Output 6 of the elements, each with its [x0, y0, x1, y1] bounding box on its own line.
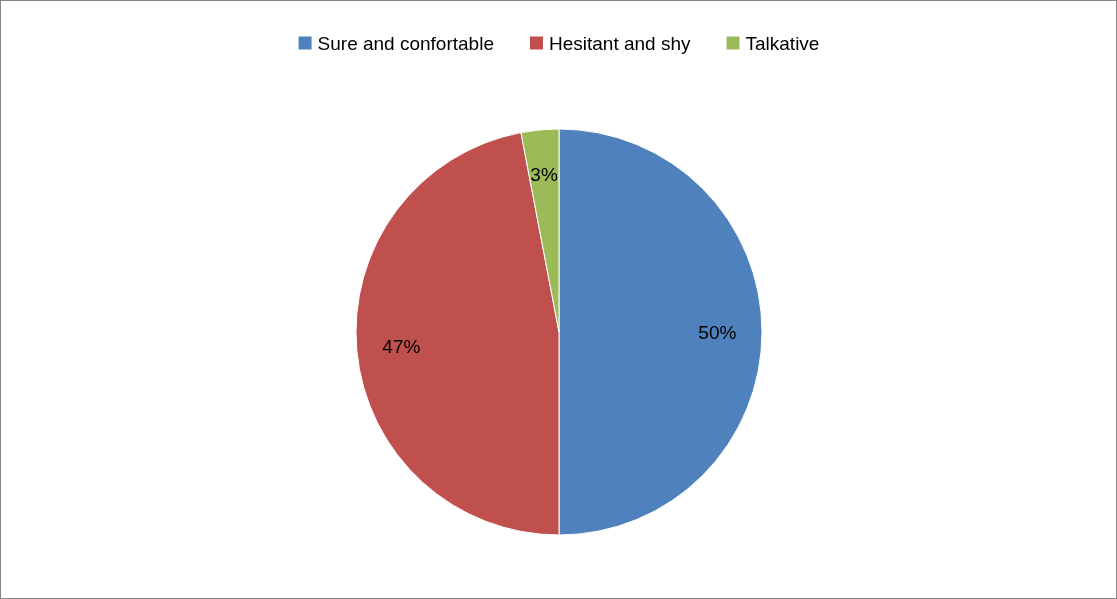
- legend-label: Talkative: [745, 32, 820, 54]
- data-label: 47%: [382, 336, 421, 358]
- legend-label: Sure and confortable: [317, 32, 494, 54]
- data-label: 3%: [530, 163, 558, 185]
- legend-label: Hesitant and shy: [548, 32, 691, 54]
- data-label: 50%: [698, 321, 737, 343]
